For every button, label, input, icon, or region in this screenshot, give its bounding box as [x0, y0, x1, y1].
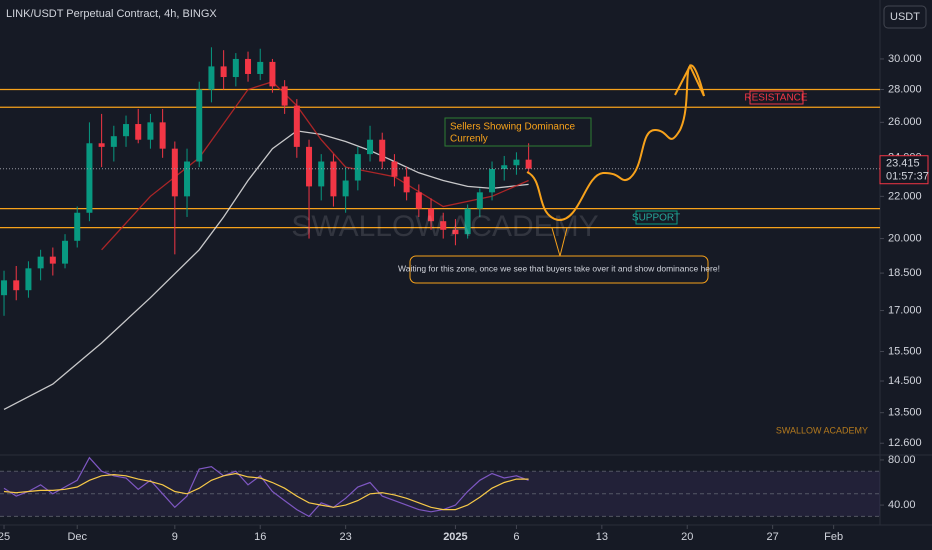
candle-body [403, 176, 410, 193]
x-tick-label: Dec [67, 531, 87, 543]
candle-body [25, 268, 32, 291]
candle-body [37, 256, 44, 269]
candle-body [196, 89, 203, 162]
candle-body [367, 139, 374, 155]
y-tick-label: 18.500 [888, 267, 922, 279]
candle-body [49, 256, 56, 264]
rsi-tick-label: 80.00 [888, 454, 916, 466]
candle-body [159, 122, 166, 149]
candle-body [1, 280, 8, 296]
resistance-label: RESISTANCE [744, 93, 807, 104]
candle-body [318, 161, 325, 187]
candle-body [232, 58, 239, 78]
countdown-label: 01:57:37 [886, 171, 929, 183]
x-tick-label: 2025 [443, 531, 467, 543]
candle-body [415, 192, 422, 209]
x-tick-label: 6 [513, 531, 519, 543]
support-label: SUPPORT [632, 213, 680, 224]
candle-body [428, 208, 435, 222]
candle-body [98, 143, 105, 147]
x-tick-label: 25 [0, 531, 10, 543]
candle-body [501, 165, 508, 170]
candle-body [379, 139, 386, 162]
x-tick-label: 13 [596, 531, 608, 543]
candle-body [354, 154, 361, 181]
candle-body [220, 66, 227, 78]
candle-body [86, 143, 93, 213]
plot: 12.600 13.500 14.500 15.500 17.000 18.500 20.0… [0, 47, 929, 543]
callout-box [409, 255, 709, 284]
candle-body [391, 161, 398, 177]
y-tick-label: 26.000 [888, 116, 922, 128]
sellers-box [444, 117, 592, 147]
x-tick-label: Feb [824, 531, 843, 543]
moving-average [3, 130, 529, 410]
candle-body [269, 61, 276, 87]
candle-body [171, 148, 178, 197]
y-tick-label: 22.000 [888, 190, 922, 202]
candle-body [123, 124, 130, 137]
currency-label[interactable]: USDT [890, 11, 920, 23]
rsi-tick-label: 40.00 [888, 499, 916, 511]
candle-body [330, 161, 337, 197]
last-price-label: 23.415 [886, 158, 920, 170]
candle-body [440, 221, 447, 230]
candle-body [525, 159, 532, 169]
rsi-line [3, 456, 529, 518]
candle-body [452, 229, 459, 235]
moving-average [101, 80, 529, 251]
candle-body [464, 208, 471, 235]
resistance-box [749, 90, 804, 105]
candle-body [306, 146, 313, 187]
candle-body [110, 136, 117, 147]
currency-button[interactable] [883, 5, 927, 29]
x-tick-label: 27 [767, 531, 779, 543]
candle-body [281, 86, 288, 106]
candle-body [245, 58, 252, 74]
sellers-line: Sellers Showing Dominance [450, 122, 576, 133]
y-tick-label: 14.500 [888, 375, 922, 387]
callout-text: Waiting for this zone, once we see that … [398, 263, 720, 273]
y-tick-label: 15.500 [888, 345, 922, 357]
watermark-small: SWALLOW ACADEMY [776, 425, 868, 435]
candle-body [489, 169, 496, 193]
y-tick-label: 12.600 [888, 437, 922, 449]
x-tick-label: 20 [681, 531, 693, 543]
y-tick-label: 13.500 [888, 407, 922, 419]
support-box [635, 210, 678, 225]
chart-title: LINK/USDT Perpetual Contract, 4h, BINGX [6, 8, 217, 20]
candle-body [62, 240, 69, 264]
candle-body [208, 66, 215, 90]
candle-body [184, 161, 191, 197]
last-price-box [879, 155, 929, 185]
candle-body [13, 280, 20, 291]
candle-body [257, 61, 264, 74]
candle-body [476, 192, 483, 209]
watermark: SWALLOW ACADEMY [291, 210, 598, 243]
candle-body [293, 105, 300, 147]
x-tick-label: 16 [254, 531, 266, 543]
sellers-line: Currenly [450, 134, 488, 145]
y-tick-label: 17.000 [888, 304, 922, 316]
x-tick-label: 9 [172, 531, 178, 543]
y-tick-label: 30.000 [888, 53, 922, 65]
x-tick-label: 23 [340, 531, 352, 543]
candle-body [513, 159, 520, 166]
y-tick-label: 20.000 [888, 232, 922, 244]
candle-body [74, 212, 81, 241]
y-tick-label: 28.000 [888, 83, 922, 95]
candle-body [147, 122, 154, 140]
projection-arrow [674, 63, 705, 97]
candle-body [342, 180, 349, 197]
rsi-ma-line [3, 472, 529, 511]
candle-body [135, 124, 142, 140]
